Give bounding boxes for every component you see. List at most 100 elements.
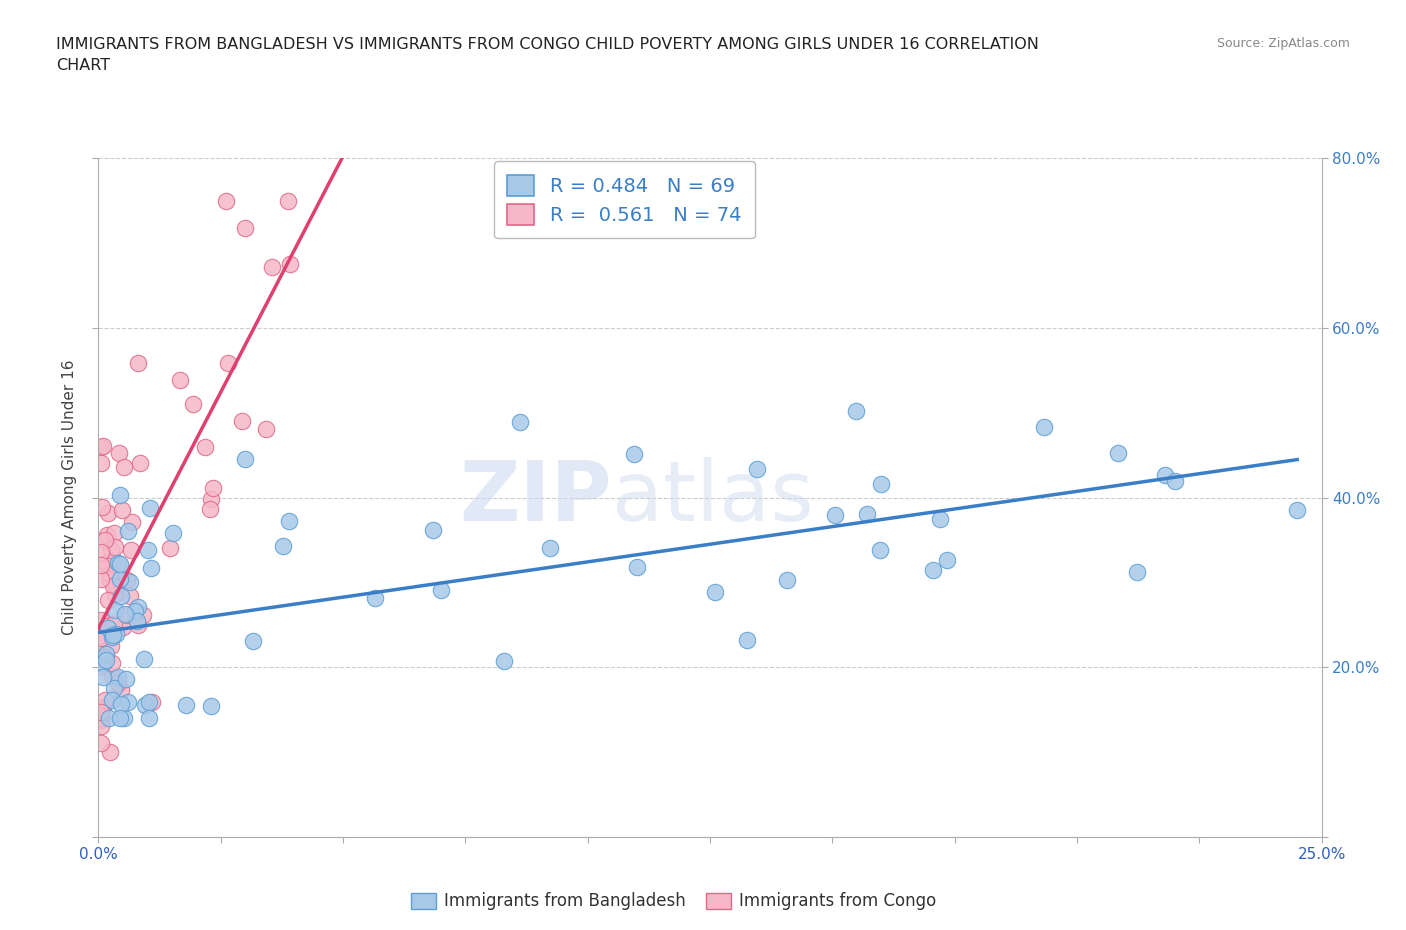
Point	[735, 632, 758, 647]
Point	[1107, 445, 1129, 460]
Point	[254, 421, 277, 436]
Point	[96, 527, 118, 542]
Point	[105, 627, 128, 642]
Point	[114, 606, 136, 621]
Point	[200, 492, 222, 507]
Point	[422, 523, 444, 538]
Point	[162, 526, 184, 541]
Legend: Immigrants from Bangladesh, Immigrants from Congo: Immigrants from Bangladesh, Immigrants f…	[404, 885, 943, 917]
Point	[96, 618, 118, 633]
Point	[108, 487, 131, 502]
Point	[870, 477, 893, 492]
Point	[127, 618, 149, 632]
Point	[856, 506, 879, 521]
Point	[127, 614, 149, 629]
Point	[97, 593, 120, 608]
Point	[139, 561, 162, 576]
Point	[94, 692, 117, 707]
Point	[132, 652, 155, 667]
Point	[626, 559, 648, 574]
Point	[215, 193, 238, 208]
Point	[278, 513, 301, 528]
Point	[97, 711, 120, 725]
Point	[101, 556, 124, 571]
Point	[94, 649, 117, 664]
Point	[111, 503, 134, 518]
Point	[138, 501, 160, 516]
Point	[922, 562, 945, 577]
Point	[90, 631, 112, 645]
Point	[94, 555, 117, 570]
Point	[90, 456, 112, 471]
Point	[90, 712, 112, 727]
Point	[169, 372, 191, 387]
Point	[538, 540, 561, 555]
Point	[90, 630, 112, 644]
Point	[94, 653, 117, 668]
Point	[90, 658, 112, 673]
Point	[231, 413, 253, 428]
Text: ZIP: ZIP	[460, 457, 612, 538]
Point	[118, 575, 141, 590]
Point	[98, 572, 121, 587]
Point	[93, 439, 115, 454]
Point	[97, 506, 120, 521]
Point	[104, 586, 127, 601]
Point	[110, 589, 132, 604]
Point	[117, 524, 139, 538]
Point	[100, 638, 122, 653]
Point	[90, 545, 112, 560]
Point	[91, 655, 114, 670]
Point	[844, 404, 866, 418]
Point	[134, 698, 156, 712]
Point	[104, 539, 127, 554]
Point	[90, 613, 112, 628]
Point	[100, 542, 122, 557]
Point	[278, 256, 301, 271]
Point	[242, 633, 264, 648]
Point	[194, 440, 217, 455]
Point	[198, 501, 221, 516]
Point	[869, 543, 891, 558]
Point	[121, 515, 143, 530]
Point	[105, 578, 128, 592]
Point	[101, 579, 124, 594]
Point	[494, 654, 516, 669]
Point	[120, 588, 142, 603]
Point	[107, 670, 129, 684]
Point	[623, 446, 645, 461]
Point	[91, 499, 114, 514]
Point	[277, 193, 299, 208]
Point	[1286, 503, 1309, 518]
Point	[112, 711, 135, 725]
Text: Source: ZipAtlas.com: Source: ZipAtlas.com	[1216, 37, 1350, 50]
Point	[112, 459, 135, 474]
Point	[703, 584, 725, 599]
Point	[101, 693, 124, 708]
Point	[90, 440, 112, 455]
Point	[117, 695, 139, 710]
Point	[124, 604, 146, 618]
Point	[233, 220, 256, 235]
Point	[747, 461, 769, 476]
Point	[90, 719, 112, 734]
Point	[90, 711, 112, 725]
Point	[233, 452, 256, 467]
Point	[824, 508, 846, 523]
Point	[776, 573, 799, 588]
Point	[127, 599, 149, 614]
Point	[217, 356, 239, 371]
Point	[136, 543, 159, 558]
Point	[108, 445, 131, 460]
Point	[132, 608, 155, 623]
Point	[98, 566, 121, 581]
Point	[928, 512, 950, 526]
Point	[1164, 473, 1187, 488]
Point	[138, 695, 160, 710]
Point	[110, 697, 132, 711]
Point	[114, 671, 136, 686]
Point	[115, 607, 138, 622]
Point	[101, 628, 124, 643]
Point	[127, 356, 149, 371]
Point	[141, 695, 163, 710]
